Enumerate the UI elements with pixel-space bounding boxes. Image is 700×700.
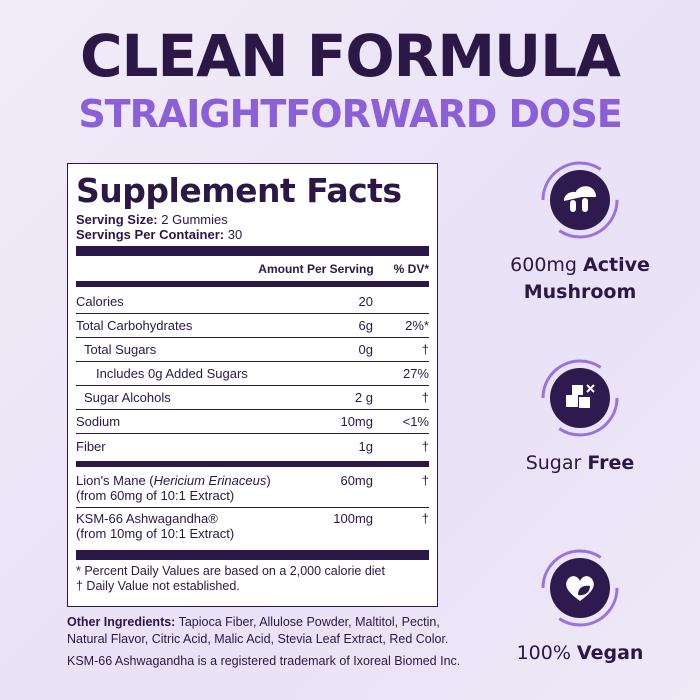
- column-headers: Amount Per Serving% DV*: [258, 262, 429, 276]
- divider: [76, 246, 429, 256]
- nutrient-dv: <1%: [402, 414, 429, 429]
- nutrient-amount: 0g: [358, 342, 373, 357]
- divider: [76, 550, 429, 560]
- feature-vegan: 100% Vegan: [480, 548, 680, 667]
- ingredient-amount: 100mg: [333, 511, 373, 526]
- nutrient-row: Total Carbohydrates 6g 2%*: [76, 314, 429, 338]
- divider: [76, 461, 429, 467]
- nutrient-name: Total Sugars: [84, 342, 157, 357]
- feature-sugar-free: Sugar Free: [480, 358, 680, 477]
- serving-size: Serving Size: 2 Gummies: [76, 212, 228, 227]
- nutrient-amount: 6g: [358, 318, 373, 333]
- supplement-facts-panel: Supplement Facts Serving Size: 2 Gummies…: [67, 163, 438, 607]
- nutrient-row: Calories 20: [76, 290, 429, 314]
- servings-per-container: Servings Per Container: 30: [76, 227, 243, 242]
- nutrient-name: Calories: [76, 294, 124, 309]
- ingredient-name: KSM-66 Ashwagandha® (from 10mg of 10:1 Ex…: [76, 511, 235, 541]
- ingredient-amount: 60mg: [340, 473, 373, 488]
- ingredient-dv: †: [421, 473, 429, 488]
- nutrient-row: Sugar Alcohols 2 g †: [76, 386, 429, 410]
- ingredient-dv: †: [421, 511, 429, 526]
- nutrient-name: Sugar Alcohols: [84, 390, 171, 405]
- nutrient-dv: 27%: [402, 366, 429, 381]
- nutrient-dv: †: [421, 390, 429, 405]
- nutrient-amount: 20: [358, 294, 373, 309]
- nutrient-name: Total Carbohydrates: [76, 318, 193, 333]
- feature-mushroom: 600mg Active Mushroom: [480, 160, 680, 306]
- trademark-note: KSM-66 Ashwagandha is a registered trade…: [67, 654, 461, 668]
- sugar-cubes-icon: [550, 368, 610, 428]
- nutrient-row: Includes 0g Added Sugars 27%: [76, 362, 429, 386]
- facts-title: Supplement Facts: [76, 171, 402, 210]
- nutrient-dv: †: [421, 342, 429, 357]
- ingredient-name: Lion's Mane (Hericium Erinaceus) (from 60…: [76, 473, 271, 503]
- active-ingredient-row: KSM-66 Ashwagandha® (from 10mg of 10:1 Ex…: [76, 508, 429, 546]
- other-ingredients: Other Ingredients: Tapioca Fiber, Allulo…: [67, 615, 449, 646]
- nutrient-amount: 2 g: [354, 390, 373, 405]
- nutrient-row: Total Sugars 0g †: [76, 338, 429, 362]
- heart-leaf-icon: [550, 558, 610, 618]
- subheadline: STRAIGHTFORWARD DOSE: [78, 92, 622, 136]
- footnote-dv: * Percent Daily Values are based on a 2,…: [76, 564, 385, 578]
- nutrient-name: Includes 0g Added Sugars: [96, 366, 248, 381]
- nutrient-dv: †: [421, 438, 429, 454]
- nutrient-name: Fiber: [76, 438, 106, 454]
- mushroom-icon: [550, 170, 610, 230]
- nutrient-name: Sodium: [76, 414, 121, 429]
- divider: [76, 281, 429, 287]
- headline: CLEAN FORMULA: [79, 22, 621, 90]
- nutrient-amount: 10mg: [340, 414, 373, 429]
- nutrient-row: Fiber 1g †: [76, 434, 429, 458]
- nutrient-row: Sodium 10mg <1%: [76, 410, 429, 434]
- footnote-dagger: † Daily Value not established.: [76, 579, 240, 593]
- nutrient-dv: 2%*: [405, 318, 429, 333]
- active-ingredient-row: Lion's Mane (Hericium Erinaceus) (from 60…: [76, 470, 429, 508]
- nutrient-amount: 1g: [358, 438, 373, 454]
